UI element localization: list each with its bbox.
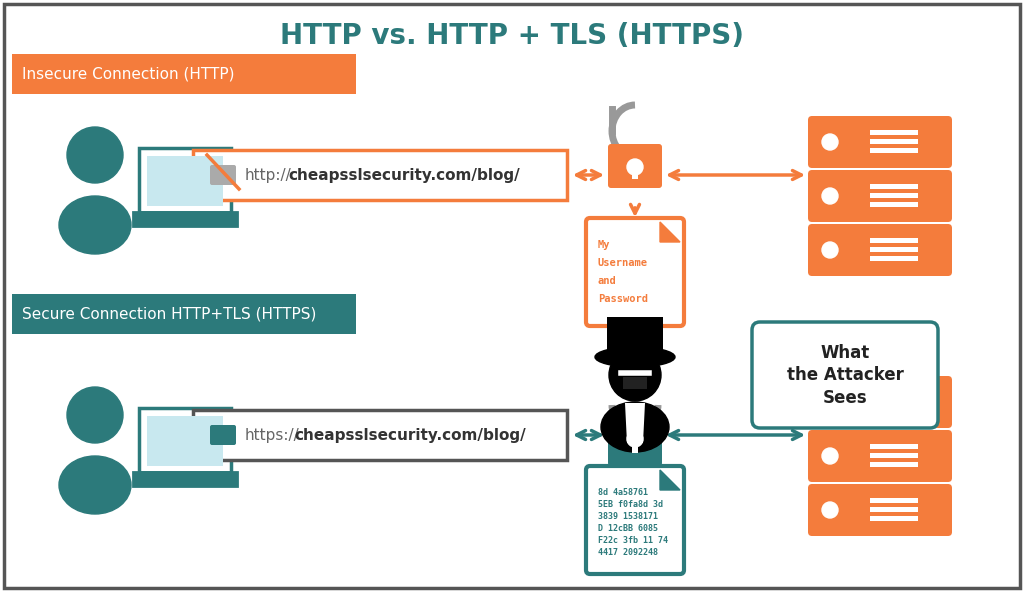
FancyBboxPatch shape (608, 144, 662, 188)
FancyBboxPatch shape (193, 150, 567, 200)
Text: Sees: Sees (822, 388, 867, 407)
FancyBboxPatch shape (147, 156, 223, 206)
Circle shape (822, 134, 838, 150)
Text: and: and (598, 276, 616, 286)
FancyBboxPatch shape (870, 498, 918, 503)
Text: cheapsslsecurity.com/blog/: cheapsslsecurity.com/blog/ (289, 168, 520, 182)
FancyBboxPatch shape (870, 399, 918, 404)
Ellipse shape (59, 196, 131, 254)
FancyBboxPatch shape (870, 247, 918, 252)
FancyBboxPatch shape (607, 317, 663, 361)
FancyBboxPatch shape (133, 472, 237, 486)
Circle shape (822, 448, 838, 464)
FancyBboxPatch shape (870, 453, 918, 458)
FancyBboxPatch shape (870, 193, 918, 198)
FancyBboxPatch shape (870, 516, 918, 521)
FancyBboxPatch shape (870, 184, 918, 189)
Ellipse shape (601, 402, 669, 452)
Circle shape (67, 387, 123, 443)
FancyBboxPatch shape (870, 238, 918, 243)
Text: Insecure Connection (HTTP): Insecure Connection (HTTP) (22, 66, 234, 82)
FancyBboxPatch shape (586, 218, 684, 326)
Circle shape (822, 188, 838, 204)
Text: Password: Password (598, 294, 648, 304)
Text: 3839 1538171: 3839 1538171 (598, 512, 658, 521)
Circle shape (822, 502, 838, 518)
FancyBboxPatch shape (4, 4, 1020, 588)
Text: My: My (598, 240, 610, 250)
Circle shape (627, 431, 643, 447)
Text: D 12cBB 6085: D 12cBB 6085 (598, 524, 658, 533)
FancyBboxPatch shape (870, 256, 918, 261)
FancyBboxPatch shape (632, 167, 638, 179)
Circle shape (627, 159, 643, 175)
FancyBboxPatch shape (870, 202, 918, 207)
FancyBboxPatch shape (808, 116, 952, 168)
FancyBboxPatch shape (608, 422, 662, 466)
FancyBboxPatch shape (12, 294, 356, 334)
Polygon shape (660, 222, 680, 242)
Text: 8d 4a58761: 8d 4a58761 (598, 488, 648, 497)
FancyBboxPatch shape (870, 130, 918, 135)
FancyBboxPatch shape (139, 408, 231, 474)
FancyBboxPatch shape (210, 425, 236, 445)
FancyBboxPatch shape (808, 170, 952, 222)
FancyBboxPatch shape (808, 484, 952, 536)
Text: https://: https:// (245, 427, 300, 442)
Text: What: What (820, 343, 869, 362)
FancyBboxPatch shape (808, 430, 952, 482)
Text: http://: http:// (245, 168, 292, 182)
FancyBboxPatch shape (210, 165, 236, 185)
Text: Username: Username (598, 258, 648, 268)
Circle shape (609, 349, 662, 401)
Circle shape (822, 394, 838, 410)
Text: HTTP vs. HTTP + TLS (HTTPS): HTTP vs. HTTP + TLS (HTTPS) (280, 22, 744, 50)
Polygon shape (660, 470, 680, 490)
FancyBboxPatch shape (586, 466, 684, 574)
FancyBboxPatch shape (808, 376, 952, 428)
FancyBboxPatch shape (12, 54, 356, 94)
Text: 4417 2092248: 4417 2092248 (598, 548, 658, 557)
Text: the Attacker: the Attacker (786, 366, 903, 384)
FancyBboxPatch shape (193, 410, 567, 460)
FancyBboxPatch shape (870, 139, 918, 144)
FancyBboxPatch shape (870, 148, 918, 153)
FancyBboxPatch shape (623, 377, 647, 389)
Ellipse shape (59, 456, 131, 514)
FancyBboxPatch shape (139, 148, 231, 214)
Text: F22c 3fb 11 74: F22c 3fb 11 74 (598, 536, 668, 545)
Polygon shape (625, 403, 645, 443)
FancyBboxPatch shape (133, 212, 237, 226)
FancyBboxPatch shape (632, 439, 638, 453)
Circle shape (822, 242, 838, 258)
FancyBboxPatch shape (870, 408, 918, 413)
FancyBboxPatch shape (147, 416, 223, 466)
Ellipse shape (595, 347, 675, 367)
FancyBboxPatch shape (808, 224, 952, 276)
FancyBboxPatch shape (870, 462, 918, 467)
Circle shape (67, 127, 123, 183)
Text: cheapsslsecurity.com/blog/: cheapsslsecurity.com/blog/ (295, 427, 526, 442)
FancyBboxPatch shape (870, 444, 918, 449)
Text: 5EB f0fa8d 3d: 5EB f0fa8d 3d (598, 500, 663, 509)
FancyBboxPatch shape (752, 322, 938, 428)
FancyBboxPatch shape (870, 390, 918, 395)
FancyBboxPatch shape (870, 507, 918, 512)
Text: Secure Connection HTTP+TLS (HTTPS): Secure Connection HTTP+TLS (HTTPS) (22, 307, 316, 321)
